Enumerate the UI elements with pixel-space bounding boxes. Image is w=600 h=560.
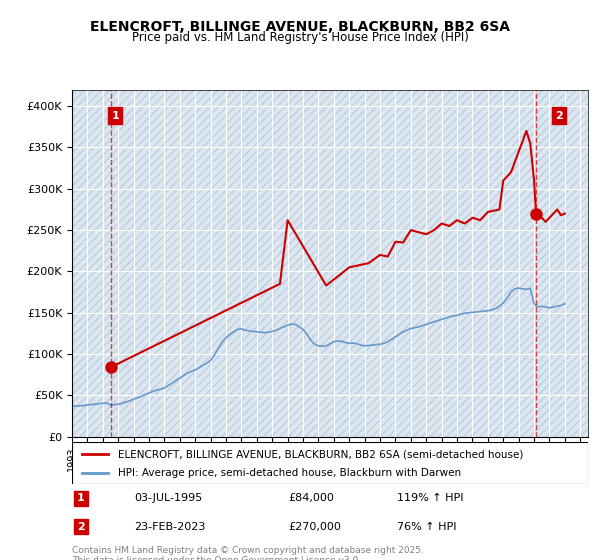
Text: ELENCROFT, BILLINGE AVENUE, BLACKBURN, BB2 6SA (semi-detached house): ELENCROFT, BILLINGE AVENUE, BLACKBURN, B… [118, 449, 524, 459]
Text: 2: 2 [77, 521, 85, 531]
Text: 1: 1 [77, 493, 85, 503]
Text: HPI: Average price, semi-detached house, Blackburn with Darwen: HPI: Average price, semi-detached house,… [118, 468, 461, 478]
Text: 119% ↑ HPI: 119% ↑ HPI [397, 493, 464, 503]
FancyBboxPatch shape [72, 442, 588, 484]
Text: Contains HM Land Registry data © Crown copyright and database right 2025.
This d: Contains HM Land Registry data © Crown c… [72, 546, 424, 560]
Text: 23-FEB-2023: 23-FEB-2023 [134, 521, 205, 531]
Text: ELENCROFT, BILLINGE AVENUE, BLACKBURN, BB2 6SA: ELENCROFT, BILLINGE AVENUE, BLACKBURN, B… [90, 20, 510, 34]
Text: 2: 2 [555, 111, 563, 120]
Text: 1: 1 [111, 111, 119, 120]
Text: £270,000: £270,000 [289, 521, 341, 531]
Text: Price paid vs. HM Land Registry's House Price Index (HPI): Price paid vs. HM Land Registry's House … [131, 31, 469, 44]
Text: 76% ↑ HPI: 76% ↑ HPI [397, 521, 457, 531]
Text: 03-JUL-1995: 03-JUL-1995 [134, 493, 202, 503]
Text: £84,000: £84,000 [289, 493, 335, 503]
